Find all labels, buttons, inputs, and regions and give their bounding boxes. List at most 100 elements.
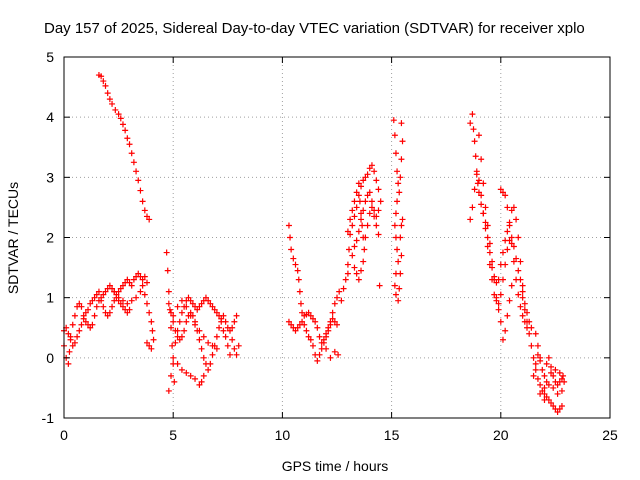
data-point <box>198 378 205 385</box>
data-point <box>338 297 345 304</box>
data-point <box>475 132 482 139</box>
data-point <box>113 291 120 298</box>
data-point <box>71 312 78 319</box>
data-point <box>391 282 398 289</box>
data-point <box>358 267 365 274</box>
data-point <box>106 309 113 316</box>
data-point <box>539 387 546 394</box>
series-arc-afternoon-c <box>390 117 406 304</box>
data-point <box>78 321 85 328</box>
data-point <box>558 387 565 394</box>
data-point <box>506 237 513 244</box>
series-arc-evening-a <box>467 111 526 289</box>
data-point <box>233 312 240 319</box>
data-point <box>183 369 190 376</box>
data-point <box>117 115 124 122</box>
data-point <box>506 222 513 229</box>
data-point <box>198 345 205 352</box>
data-point <box>508 234 515 241</box>
data-point <box>209 342 216 349</box>
series-arc-noon-b <box>285 270 351 364</box>
data-point <box>504 312 511 319</box>
data-point <box>78 303 85 310</box>
data-point <box>361 246 368 253</box>
data-point <box>513 216 520 223</box>
data-point <box>548 369 555 376</box>
data-point <box>288 321 295 328</box>
data-point <box>98 297 105 304</box>
data-point <box>76 327 83 334</box>
data-point <box>364 222 371 229</box>
data-point <box>305 333 312 340</box>
data-point <box>534 375 541 382</box>
data-point <box>139 198 146 205</box>
data-point <box>398 252 405 259</box>
data-point <box>478 192 485 199</box>
data-point <box>358 183 365 190</box>
data-point <box>85 306 92 313</box>
data-point <box>301 321 308 328</box>
data-point <box>165 387 172 394</box>
data-point <box>187 372 194 379</box>
data-point <box>347 216 354 223</box>
data-point <box>504 246 511 253</box>
data-point <box>226 351 233 358</box>
data-point <box>355 228 362 235</box>
series-arc-low-early-b <box>61 270 150 349</box>
series-arc-low-early-c <box>111 282 157 352</box>
data-point <box>502 192 509 199</box>
data-point <box>165 288 172 295</box>
data-point <box>115 111 122 118</box>
data-point <box>299 318 306 325</box>
series-arc-high-early <box>95 72 153 223</box>
data-point <box>513 255 520 262</box>
x-tick-label: 0 <box>60 427 68 443</box>
data-point <box>366 189 373 196</box>
data-point <box>362 234 369 241</box>
data-point <box>364 192 371 199</box>
data-point <box>486 261 493 268</box>
data-point <box>109 303 116 310</box>
data-point <box>178 333 185 340</box>
data-point <box>537 381 544 388</box>
data-point <box>360 258 367 265</box>
data-point <box>312 318 319 325</box>
data-point <box>395 297 402 304</box>
data-point <box>143 300 150 307</box>
data-point <box>486 240 493 247</box>
data-point <box>297 300 304 307</box>
data-point <box>550 372 557 379</box>
data-point <box>397 174 404 181</box>
data-point <box>111 297 118 304</box>
data-point <box>74 333 81 340</box>
data-point <box>65 360 72 367</box>
data-point <box>200 333 207 340</box>
data-point <box>474 180 481 187</box>
data-point <box>392 291 399 298</box>
data-point <box>307 312 314 319</box>
data-point <box>344 228 351 235</box>
data-point <box>192 375 199 382</box>
data-point <box>100 303 107 310</box>
data-point <box>109 100 116 107</box>
data-point <box>220 312 227 319</box>
data-point <box>169 342 176 349</box>
data-point <box>178 297 185 304</box>
data-point <box>320 339 327 346</box>
data-point <box>373 177 380 184</box>
data-point <box>349 222 356 229</box>
data-point <box>521 300 528 307</box>
data-point <box>137 187 144 194</box>
data-point <box>353 204 360 211</box>
data-point <box>548 363 555 370</box>
data-point <box>174 360 181 367</box>
data-point <box>471 138 478 145</box>
data-point <box>484 234 491 241</box>
data-point <box>539 366 546 373</box>
data-point <box>128 297 135 304</box>
y-tick-label: 3 <box>46 169 54 185</box>
data-point <box>351 198 358 205</box>
data-point <box>176 336 183 343</box>
data-point <box>168 309 175 316</box>
data-point <box>189 300 196 307</box>
